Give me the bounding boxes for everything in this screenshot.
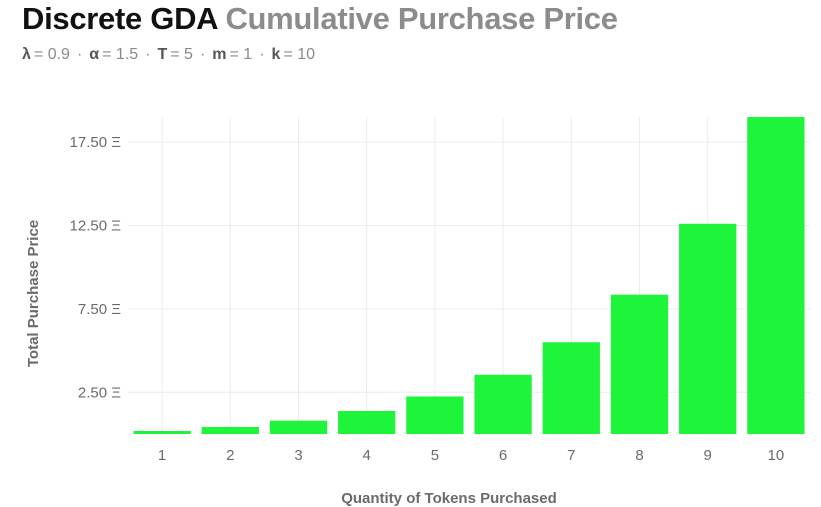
x-tick-label: 7 <box>567 447 575 464</box>
x-tick-labels: 1 2 3 4 5 6 7 8 9 10 <box>158 447 784 464</box>
bar-7 <box>542 342 600 434</box>
param-symbol: k <box>271 46 281 63</box>
x-tick-label: 4 <box>363 447 371 464</box>
param-separator: · <box>145 46 151 63</box>
param-value: = 1.5 <box>102 46 139 63</box>
param-separator: · <box>76 46 83 63</box>
param-symbol: α <box>89 46 100 63</box>
chart-title-sub: Cumulative Purchase Price <box>225 1 618 36</box>
x-tick-label: 8 <box>635 447 643 464</box>
x-tick-label: 5 <box>431 447 439 464</box>
bar-2 <box>201 426 259 434</box>
chart-title: Discrete GDA Cumulative Purchase Price <box>22 1 618 37</box>
chart-title-main: Discrete GDA <box>22 1 218 36</box>
y-axis-title: Total Purchase Price <box>25 220 42 367</box>
y-tick-label: 2.50 Ξ <box>78 384 121 401</box>
bar-6 <box>474 374 532 434</box>
param-separator: · <box>259 46 265 63</box>
bars <box>133 117 805 434</box>
x-tick-label: 1 <box>158 447 166 464</box>
param-value: = 0.9 <box>33 46 70 63</box>
param-separator: · <box>199 46 206 63</box>
x-tick-label: 6 <box>499 447 507 464</box>
parameter-line: λ = 0.9 · α = 1.5 · T = 5 · m = 1 · k = 10 <box>22 46 315 64</box>
bar-10 <box>747 117 805 434</box>
bar-1 <box>133 430 191 434</box>
param-symbol: λ <box>22 46 31 63</box>
param-value: = 10 <box>283 46 316 63</box>
y-tick-label: 7.50 Ξ <box>78 301 121 318</box>
param-symbol: m <box>212 46 227 63</box>
y-tick-labels: 2.50 Ξ 7.50 Ξ 12.50 Ξ 17.50 Ξ <box>70 134 122 401</box>
param-value: = 1 <box>229 46 253 63</box>
bar-3 <box>269 420 328 434</box>
x-tick-label: 9 <box>704 447 712 464</box>
bar-9 <box>679 223 737 434</box>
y-tick-label: 17.50 Ξ <box>70 134 122 151</box>
x-tick-label: 2 <box>226 447 234 464</box>
x-tick-label: 3 <box>294 447 302 464</box>
bar-5 <box>406 396 464 434</box>
bar-8 <box>610 294 669 434</box>
x-axis-title: Quantity of Tokens Purchased <box>341 490 557 507</box>
bar-4 <box>338 410 396 434</box>
x-tick-label: 10 <box>768 447 785 464</box>
y-tick-label: 12.50 Ξ <box>70 217 122 234</box>
param-symbol: T <box>157 46 168 63</box>
param-value: = 5 <box>170 46 193 63</box>
